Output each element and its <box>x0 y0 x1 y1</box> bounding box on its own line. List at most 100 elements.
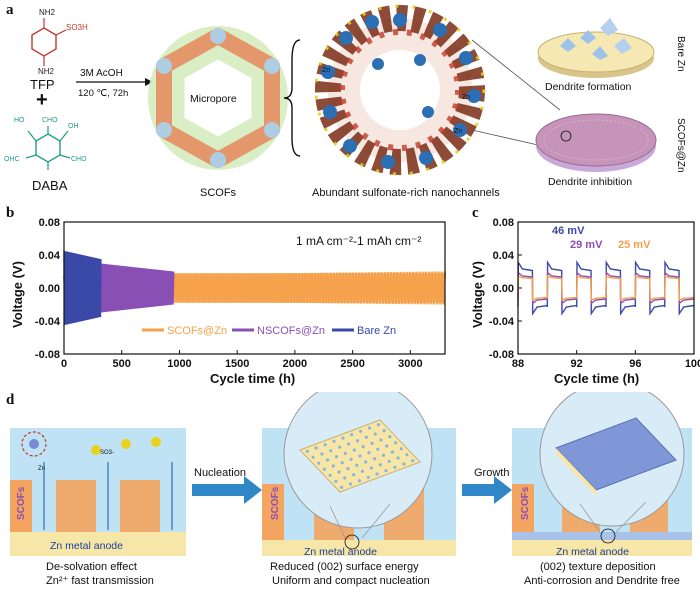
nanochannel-ring <box>314 4 486 176</box>
nucleation-dot <box>411 459 415 463</box>
tfp-so3h: SO3H <box>66 23 88 32</box>
nucleation-dot <box>352 448 356 452</box>
chart-c-frame <box>517 221 695 355</box>
tfp-nh2-bottom: NH2 <box>38 67 55 76</box>
daba-molecule <box>25 126 71 170</box>
chart-b-xlabel: Cycle time (h) <box>210 371 295 386</box>
nucleation-dot <box>350 433 354 437</box>
nucleation-dot <box>387 459 391 463</box>
chart-c-series-0 <box>517 259 694 316</box>
panel-letter-c: c <box>472 205 479 221</box>
chart-c-xtick-label: 100 <box>685 358 700 370</box>
nucleation-dot <box>314 446 318 450</box>
chart-b-ytick-label: -0.04 <box>35 316 61 328</box>
chart-b-xtick-label: 2500 <box>340 358 364 370</box>
nucleation-dot <box>399 447 403 451</box>
nucleation-dot <box>388 435 392 439</box>
nucleation-dot <box>358 454 362 458</box>
nucleation-dot <box>355 463 359 467</box>
nucleation-dot <box>382 429 386 433</box>
nucleation-dot <box>334 479 338 483</box>
nucleation-dot <box>394 441 398 445</box>
nucleation-dot <box>373 457 377 461</box>
nucleation-dot <box>357 479 361 483</box>
daba-ho-left: HO <box>14 117 25 124</box>
stage3-scofs-label: SCOFs <box>520 486 531 520</box>
annotation-29mv: 29 mV <box>570 239 603 251</box>
nucleation-dot <box>337 470 341 474</box>
chart-c-xtick-label: 88 <box>512 358 524 370</box>
scofs-label: SCOFs <box>200 187 237 199</box>
channels-label: Abundant sulfonate-rich nanochannels <box>312 187 500 199</box>
plus-sign: + <box>36 89 48 111</box>
growth-label: Growth <box>474 467 509 479</box>
chart-b-xtick-label: 1500 <box>225 358 249 370</box>
stage1-scofs-label: SCOFs <box>16 486 27 520</box>
annotation-46mv: 46 mV <box>552 225 585 237</box>
stage3-anode-label: Zn metal anode <box>556 546 629 558</box>
condition-acoh: 3M AcOH <box>80 68 123 79</box>
nucleation-dot <box>366 475 370 479</box>
chart-c-ytick-label: 0.08 <box>493 217 514 229</box>
chart-b-ytick-label: -0.08 <box>35 349 60 361</box>
nucleation-dot <box>348 482 353 486</box>
legend-bare: Bare Zn <box>357 325 396 337</box>
chart-b-ytick-label: 0.00 <box>39 283 60 295</box>
nucleation-dot <box>343 451 347 455</box>
chart-c: 88 92 96 100 0.08 0.04 0.00 -0.04 -0.08 Cycle ti… <box>470 217 700 386</box>
chart-b: 0 500 1000 1500 2000 2500 3000 0.08 0.04 0.00 -0.0… <box>10 217 447 386</box>
nucleation-dot <box>340 461 344 465</box>
nucleation-dot <box>323 443 327 447</box>
nucleation-dot <box>364 460 368 464</box>
dendrite-formation-label: Dendrite formation <box>545 81 632 93</box>
scofs-framework <box>148 26 288 170</box>
nucleation-dot <box>320 452 324 456</box>
nucleation-dot <box>355 439 360 443</box>
stage3-cell <box>512 392 692 556</box>
nucleation-dot <box>385 444 389 448</box>
stage2-scofs-label: SCOFs <box>270 486 281 520</box>
zn-ion-label-3: Zn <box>454 128 462 135</box>
daba-oh-right: OH <box>68 123 79 130</box>
caption2-line1: Reduced (002) surface energy <box>270 561 419 573</box>
stage1-zn-label: Zn <box>38 466 45 472</box>
panel-letter-d: d <box>6 392 15 408</box>
nucleation-label: Nucleation <box>194 467 246 479</box>
nucleation-dot <box>352 473 356 477</box>
bare-zn-side-label: Bare Zn <box>675 36 686 72</box>
nucleation-dot <box>375 472 379 476</box>
nucleation-dot <box>349 457 353 461</box>
chart-b-ylabel: Voltage (V) <box>10 261 25 328</box>
caption2-line2: Uniform and compact nucleation <box>272 575 430 587</box>
chart-c-xlabel: Cycle time (h) <box>554 371 639 386</box>
panel-d-figure: SCOFs SO3- Zn Zn metal anode De-solvatio… <box>10 392 692 587</box>
nucleation-dot <box>367 426 372 430</box>
nucleation-dot <box>369 466 373 470</box>
nucleation-dot <box>390 450 394 454</box>
nucleation-dot <box>376 447 380 451</box>
condition-temp: 120 ℃, 72h <box>78 88 128 99</box>
nucleation-dot <box>376 423 380 427</box>
nucleation-dot <box>393 465 397 469</box>
nucleation-dot <box>359 429 363 433</box>
nucleation-dot <box>326 458 330 462</box>
nucleation-dot <box>347 442 351 446</box>
annotation-25mv: 25 mV <box>618 239 651 251</box>
stage1-cell <box>10 428 186 556</box>
chart-b-series-2 <box>63 250 102 326</box>
nucleation-dot <box>381 453 386 457</box>
nucleation-dot <box>340 485 344 489</box>
chart-c-ytick-label: -0.04 <box>489 316 515 328</box>
nucleation-dot <box>379 438 383 442</box>
nucleation-dot <box>384 469 388 473</box>
chart-c-series-1 <box>517 271 694 305</box>
nucleation-dot <box>402 462 406 466</box>
nucleation-dot <box>361 445 365 449</box>
chart-c-xtick-label: 96 <box>629 358 641 370</box>
legend-scofs: SCOFs@Zn <box>167 325 227 337</box>
chart-b-ytick-label: 0.04 <box>39 250 61 262</box>
nucleation-dot <box>405 453 409 457</box>
dendrite-inhibition-label: Dendrite inhibition <box>548 176 632 188</box>
chart-b-frame <box>63 221 446 355</box>
nucleation-dot <box>331 464 335 468</box>
